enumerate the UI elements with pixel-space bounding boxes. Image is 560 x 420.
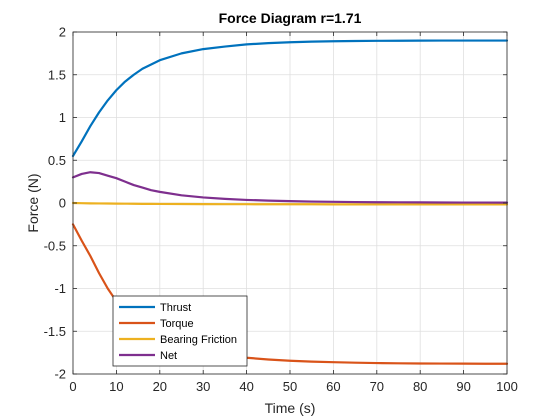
x-tick-label: 60 — [326, 379, 340, 394]
chart-title: Force Diagram r=1.71 — [219, 10, 362, 26]
y-tick-label: -1.5 — [44, 324, 66, 339]
x-tick-label: 90 — [456, 379, 470, 394]
y-tick-label: -2 — [54, 367, 66, 382]
series-line-bearing-friction — [71, 201, 509, 206]
series-line-thrust — [71, 39, 509, 158]
legend-label-thrust: Thrust — [160, 302, 191, 314]
x-tick-label: 100 — [496, 379, 518, 394]
x-tick-label: 40 — [239, 379, 253, 394]
x-axis-label: Time (s) — [265, 400, 316, 416]
y-tick-label: -1 — [54, 281, 66, 296]
x-tick-label: 70 — [370, 379, 384, 394]
series-line-net — [71, 171, 509, 204]
x-tick-label: 20 — [153, 379, 167, 394]
x-tick-label: 0 — [69, 379, 76, 394]
y-tick-label: 2 — [59, 25, 66, 40]
x-tick-label: 50 — [283, 379, 297, 394]
legend-label-torque: Torque — [160, 318, 194, 330]
tick-labels: 0 10 20 30 40 50 60 70 80 90 100 -2 -1.5 -1 -0.5 0 0.5 1 1… — [44, 25, 518, 395]
ticks — [72, 31, 508, 375]
legend: Thrust Torque Bearing Friction Net — [112, 295, 248, 367]
x-tick-label: 30 — [196, 379, 210, 394]
y-tick-label: 0 — [59, 196, 66, 211]
y-tick-label: 0.5 — [48, 153, 66, 168]
y-tick-label: 1 — [59, 110, 66, 125]
y-axis-label: Force (N) — [25, 173, 41, 232]
y-tick-label: -0.5 — [44, 238, 66, 253]
y-tick-label: 1.5 — [48, 67, 66, 82]
legend-label-bearing-friction: Bearing Friction — [160, 334, 237, 346]
legend-label-net: Net — [160, 350, 177, 362]
x-tick-label: 10 — [109, 379, 123, 394]
x-tick-label: 80 — [413, 379, 427, 394]
